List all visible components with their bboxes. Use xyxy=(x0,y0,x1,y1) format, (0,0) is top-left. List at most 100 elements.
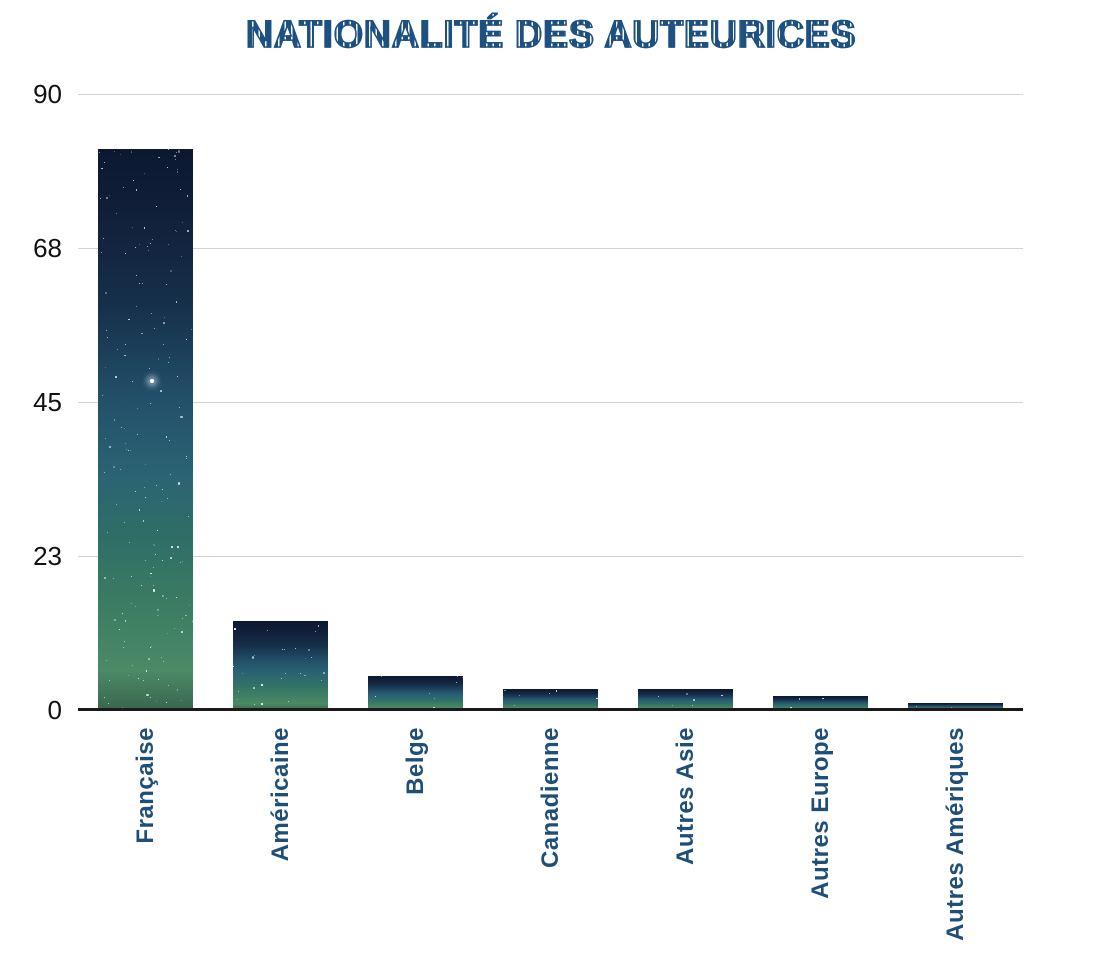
star-speckle xyxy=(153,567,155,569)
star-speckle xyxy=(131,665,133,667)
star-speckle xyxy=(314,631,316,633)
star-speckle xyxy=(125,252,127,254)
star-speckle xyxy=(146,693,149,697)
star-speckle xyxy=(145,670,148,672)
bar-canadienne xyxy=(503,689,598,710)
star-speckle xyxy=(103,697,105,699)
star-speckle xyxy=(105,660,107,662)
star-speckle xyxy=(131,381,133,383)
star-speckle xyxy=(133,180,135,182)
star-speckle xyxy=(112,577,114,579)
star-speckle xyxy=(105,196,109,200)
star-speckle xyxy=(149,243,151,245)
star-speckle xyxy=(170,269,173,272)
x-axis-label-slot: Canadienne xyxy=(483,727,618,970)
star-speckle xyxy=(143,173,145,175)
star-speckle xyxy=(300,673,302,674)
star-speckle xyxy=(165,284,167,286)
x-axis-label: Canadienne xyxy=(536,727,564,869)
star-speckle xyxy=(950,706,952,708)
star-speckle xyxy=(157,358,160,361)
star-speckle xyxy=(137,434,139,436)
star-speckle xyxy=(101,252,103,254)
star-speckle xyxy=(150,576,152,578)
star-speckle xyxy=(721,694,723,697)
bar-autres-asie xyxy=(638,689,733,710)
x-axis-label-slot: Autres Amériques xyxy=(888,727,1023,970)
star-speckle xyxy=(162,344,164,346)
star-speckle xyxy=(130,575,133,578)
star-speckle xyxy=(152,589,156,592)
star-speckle xyxy=(139,243,141,245)
star-speckle xyxy=(125,448,127,450)
star-speckle xyxy=(428,693,430,695)
star-speckle xyxy=(135,306,137,308)
star-speckle xyxy=(103,471,106,474)
star-speckle xyxy=(122,186,124,188)
star-speckle xyxy=(304,658,306,660)
star-speckle xyxy=(173,627,175,629)
gridline xyxy=(78,93,1023,95)
star-speckle xyxy=(109,446,111,448)
star-speckle xyxy=(234,628,236,631)
star-speckle xyxy=(130,450,132,452)
star-speckle xyxy=(151,312,153,314)
star-speckle xyxy=(145,559,147,561)
x-axis-label: Autres Amériques xyxy=(941,727,969,941)
star-speckle xyxy=(160,390,162,392)
star-speckle xyxy=(127,675,129,677)
star-speckle xyxy=(104,438,106,440)
star-speckle xyxy=(671,705,673,707)
star-speckle xyxy=(124,521,126,523)
star-speckle xyxy=(692,699,695,701)
star-speckle xyxy=(310,657,312,659)
star-speckle xyxy=(915,705,917,707)
star-speckle xyxy=(102,394,104,396)
star-speckle xyxy=(176,375,178,377)
star-speckle xyxy=(181,631,183,633)
star-speckle xyxy=(181,255,183,257)
star-speckle xyxy=(176,230,178,232)
star-speckle xyxy=(504,689,506,692)
star-speckle xyxy=(137,407,139,409)
star-speckle xyxy=(138,283,140,285)
star-speckle xyxy=(155,700,158,703)
star-speckle xyxy=(164,317,166,319)
x-axis-label: Autres Asie xyxy=(671,727,699,865)
star-speckle xyxy=(253,704,255,705)
star-speckle xyxy=(261,684,263,686)
star-speckle xyxy=(658,695,660,697)
star-speckle xyxy=(175,151,177,153)
star-speckle xyxy=(191,328,193,330)
star-speckle xyxy=(114,376,117,378)
star-speckle xyxy=(150,572,152,575)
star-speckle xyxy=(162,595,164,597)
star-speckle xyxy=(106,329,108,331)
star-speckle xyxy=(281,648,284,651)
star-speckle xyxy=(433,698,435,700)
star-speckle xyxy=(165,597,168,600)
y-axis-tick-label: 0 xyxy=(47,695,62,725)
star-speckle xyxy=(143,227,146,229)
gridline xyxy=(78,401,1023,403)
star-speckle xyxy=(790,707,792,709)
star-speckle xyxy=(123,427,125,429)
star-speckle xyxy=(135,246,137,248)
bar-belge xyxy=(368,675,463,710)
star-speckle xyxy=(169,356,171,358)
star-speckle xyxy=(317,625,320,627)
gridline xyxy=(78,247,1023,249)
star-speckle xyxy=(129,541,131,543)
star-speckle xyxy=(144,463,146,465)
star-speckle xyxy=(128,318,131,321)
star-speckle xyxy=(108,194,110,196)
star-speckle xyxy=(124,354,126,357)
star-speckle xyxy=(170,556,173,559)
star-speckle xyxy=(177,169,179,171)
star-speckle xyxy=(173,552,175,554)
star-speckle xyxy=(135,606,137,608)
y-axis-tick-label: 45 xyxy=(33,387,62,417)
star-speckle xyxy=(375,696,377,698)
star-speckle xyxy=(113,466,115,468)
x-axis-label: Française xyxy=(131,727,159,844)
